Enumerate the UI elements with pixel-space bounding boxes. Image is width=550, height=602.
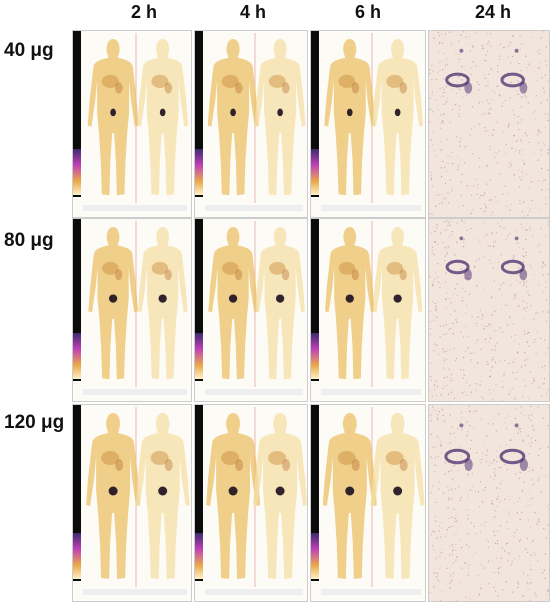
scan-panel: [428, 404, 550, 602]
scan-image: [73, 405, 190, 595]
scan-panel: [428, 218, 550, 402]
scan-image: [311, 31, 424, 211]
scan-panel: [194, 404, 308, 602]
scan-image: [429, 405, 549, 601]
scan-panel: [310, 30, 426, 218]
scan-image: [195, 219, 305, 395]
scan-panel: [72, 218, 192, 402]
col-label-4h: 4 h: [239, 2, 266, 22]
scan-image: [73, 219, 188, 395]
col-label-24h: 24 h: [474, 2, 512, 22]
row-label-120ug: 120 μg: [4, 412, 65, 433]
scan-image: [311, 219, 423, 395]
scan-image: [311, 405, 425, 595]
row-label-80ug: 80 μg: [4, 230, 54, 251]
scan-image: [429, 219, 549, 401]
col-label-2h: 2 h: [130, 2, 157, 22]
col-label-6h: 6 h: [354, 2, 381, 22]
scan-image: [429, 31, 549, 217]
scan-panel: [428, 30, 550, 218]
row-label-40ug: 40 μg: [4, 40, 54, 61]
scan-panel: [310, 218, 426, 402]
scan-image: [195, 31, 306, 211]
scan-panel: [194, 30, 308, 218]
scan-panel: [194, 218, 308, 402]
scan-panel: [72, 30, 192, 218]
scan-panel: [72, 404, 192, 602]
scan-image: [195, 405, 307, 595]
scan-image: [73, 31, 189, 211]
scan-panel: [310, 404, 426, 602]
